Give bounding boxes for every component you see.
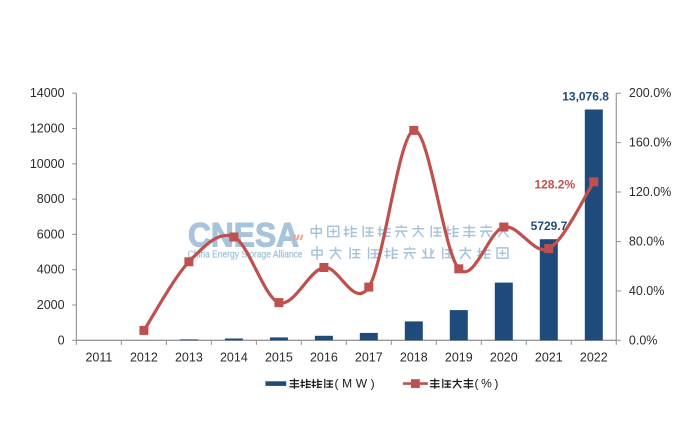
svg-text:0: 0 xyxy=(58,333,65,347)
svg-text:40.0%: 40.0% xyxy=(629,284,664,298)
svg-text:4000: 4000 xyxy=(37,263,65,277)
svg-text:(MW): (MW) xyxy=(335,377,379,391)
svg-text:2018: 2018 xyxy=(400,351,428,365)
svg-text:10000: 10000 xyxy=(30,157,65,171)
svg-text:China Energy Storage Alliance: China Energy Storage Alliance xyxy=(188,249,303,260)
svg-text:80.0%: 80.0% xyxy=(629,235,664,249)
svg-text:(%): (%) xyxy=(475,377,501,391)
svg-text:120.0%: 120.0% xyxy=(629,185,671,199)
svg-text:2015: 2015 xyxy=(265,351,293,365)
svg-text:2012: 2012 xyxy=(130,351,158,365)
svg-text:200.0%: 200.0% xyxy=(629,86,671,100)
svg-text:8000: 8000 xyxy=(37,192,65,206)
svg-text:6000: 6000 xyxy=(37,227,65,241)
svg-text:2011: 2011 xyxy=(85,351,112,365)
svg-text:2000: 2000 xyxy=(37,298,65,312)
svg-text:0.0%: 0.0% xyxy=(629,333,658,347)
svg-text:5729.7: 5729.7 xyxy=(531,219,568,233)
svg-text:2014: 2014 xyxy=(220,351,248,365)
svg-text:160.0%: 160.0% xyxy=(629,136,671,150)
svg-text:CNESA: CNESA xyxy=(188,216,299,254)
svg-text:13,076.8: 13,076.8 xyxy=(562,89,609,103)
svg-text:2021: 2021 xyxy=(535,351,563,365)
svg-text:2013: 2013 xyxy=(175,351,203,365)
svg-text:2020: 2020 xyxy=(490,351,518,365)
svg-text:2019: 2019 xyxy=(445,351,473,365)
svg-text:2017: 2017 xyxy=(355,351,383,365)
svg-text:128.2%: 128.2% xyxy=(534,178,575,192)
svg-text:14000: 14000 xyxy=(30,86,65,100)
svg-text:12000: 12000 xyxy=(30,122,65,136)
svg-text:2016: 2016 xyxy=(310,351,338,365)
svg-text:2022: 2022 xyxy=(580,351,608,365)
